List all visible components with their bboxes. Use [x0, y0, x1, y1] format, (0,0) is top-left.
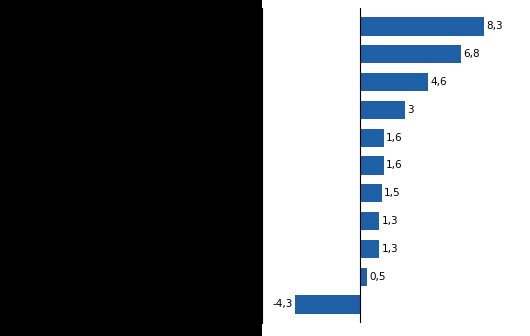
Bar: [360, 101, 404, 119]
Text: 6,8: 6,8: [464, 49, 480, 59]
Bar: [360, 129, 384, 147]
Text: 1,5: 1,5: [384, 188, 401, 198]
Text: 1,3: 1,3: [381, 216, 398, 226]
Bar: [360, 268, 367, 286]
Text: 0,5: 0,5: [369, 272, 386, 282]
Text: 8,3: 8,3: [486, 22, 502, 32]
Bar: [360, 45, 462, 63]
Text: 1,6: 1,6: [386, 133, 402, 143]
Bar: [360, 17, 484, 36]
Bar: [360, 212, 379, 230]
Bar: [360, 73, 428, 91]
Bar: [360, 184, 382, 202]
Text: 3: 3: [407, 105, 413, 115]
Text: 1,6: 1,6: [386, 161, 402, 170]
Text: 4,6: 4,6: [431, 77, 447, 87]
Text: -4,3: -4,3: [272, 299, 293, 309]
Bar: [295, 295, 360, 313]
Bar: [360, 240, 379, 258]
Text: 1,3: 1,3: [381, 244, 398, 254]
Bar: [360, 157, 384, 174]
